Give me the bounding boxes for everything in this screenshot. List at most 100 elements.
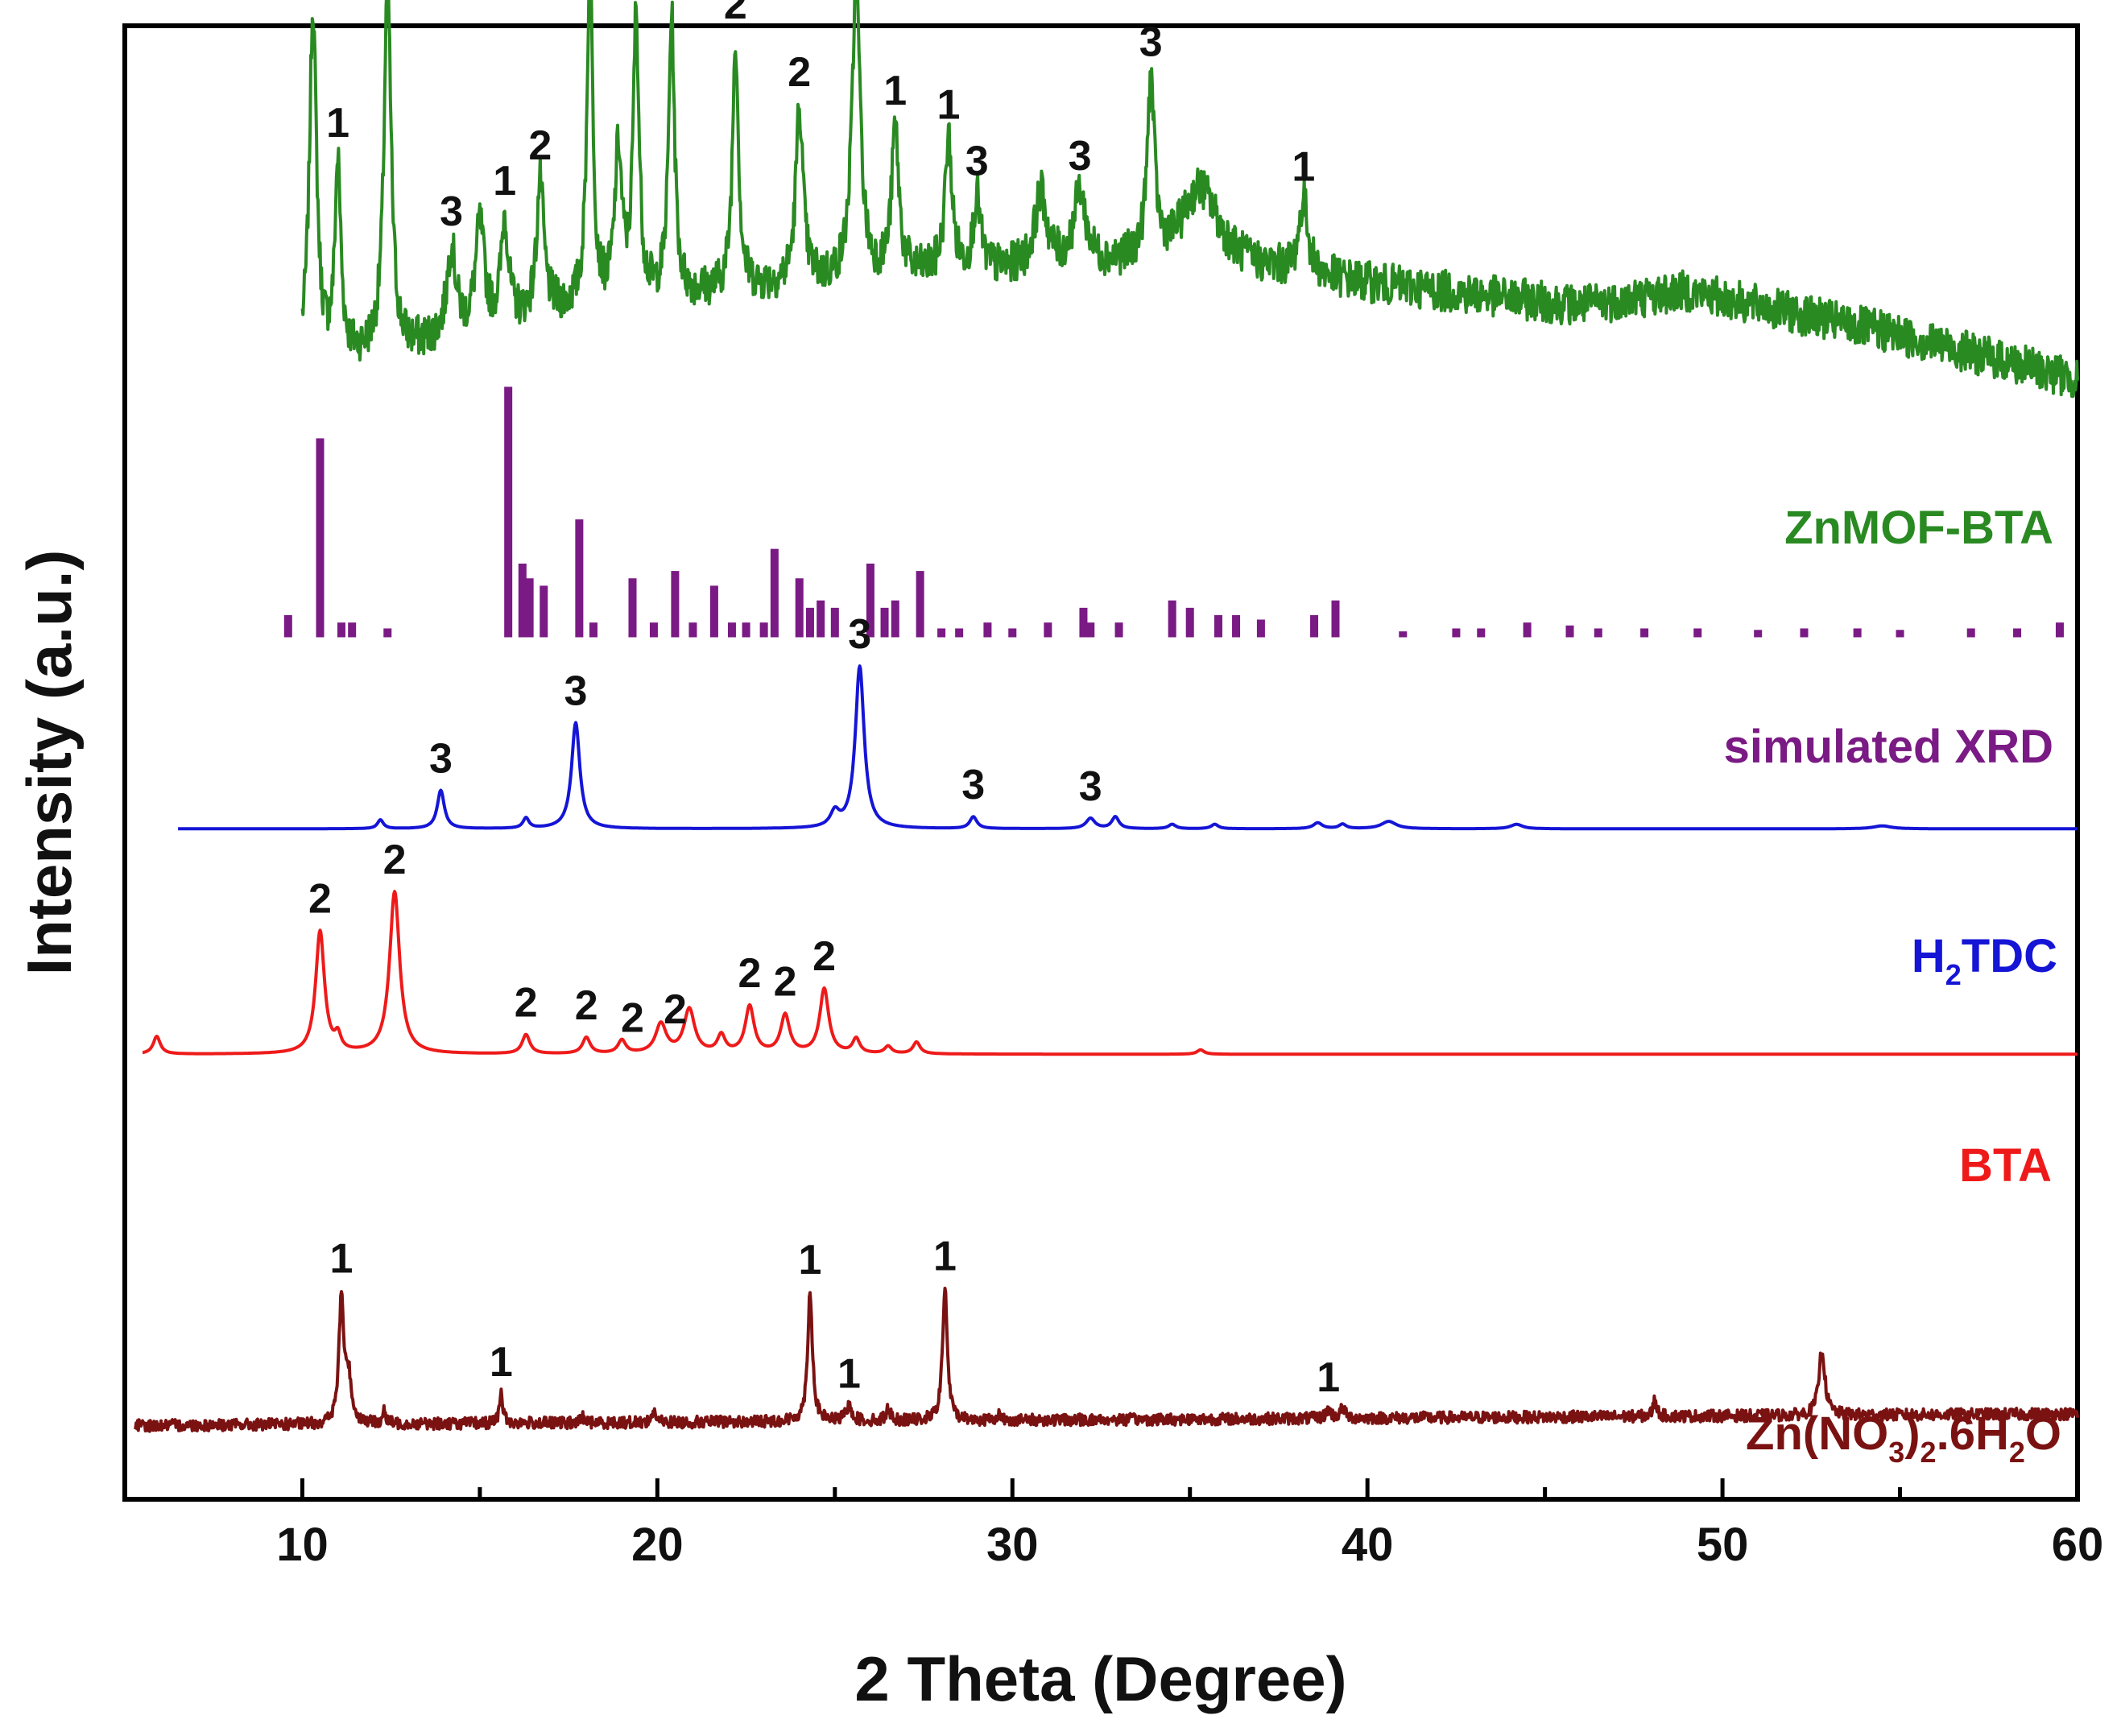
simulated-peak (1331, 600, 1340, 638)
peak-label: 1 (883, 68, 907, 114)
simulated-peak (688, 622, 697, 638)
peak-label: 2 (660, 0, 684, 4)
peak-label: 2 (788, 49, 811, 96)
simulated-peak (1693, 628, 1702, 638)
simulated-peak (1256, 619, 1265, 638)
peak-label: 2 (575, 982, 598, 1029)
simulated-peak (955, 628, 964, 638)
simulated-peak (383, 628, 392, 638)
simulated-peak (671, 571, 680, 638)
simulated-peak (575, 519, 584, 638)
simulated-peak (795, 578, 804, 638)
simulated-peak (1079, 607, 1088, 638)
series-zn-no3-2-6h2o (134, 1287, 2079, 1433)
simulated-peak (891, 600, 899, 638)
simulated-peak (759, 622, 768, 638)
peak-label: 1 (1292, 144, 1315, 191)
simulated-peak (1185, 607, 1194, 638)
series-simulated-xrd (283, 386, 2064, 638)
simulated-peak (742, 622, 750, 638)
simulated-peak (1008, 628, 1017, 638)
simulated-peak (337, 622, 345, 638)
x-tick-label-50: 50 (1697, 1519, 1749, 1571)
simulated-peak (1044, 622, 1052, 638)
x-tick-label-20: 20 (631, 1519, 684, 1571)
series-label-h2tdc: H2TDC (1912, 930, 2057, 991)
simulated-peak (540, 585, 548, 638)
peak-label: 2 (515, 980, 538, 1027)
peak-label: 3 (1069, 133, 1092, 180)
peak-label: 3 (1139, 19, 1163, 66)
peak-label: 2 (383, 837, 407, 883)
peak-label: 3 (1079, 763, 1102, 810)
series-label-zn-no3: Zn(NO3)2.6H2O (1746, 1407, 2061, 1469)
simulated-peak (649, 622, 658, 638)
simulated-peak (1896, 630, 1904, 638)
peak-label: 2 (308, 875, 332, 922)
peak-label: 1 (326, 100, 349, 147)
simulated-peak (1168, 600, 1176, 638)
peak-label: 2 (774, 958, 797, 1005)
simulated-peak (1310, 615, 1319, 638)
peak-label: 3 (965, 138, 989, 184)
series-znmof-bta (300, 0, 2079, 399)
simulated-peak (348, 622, 357, 638)
simulated-peak (866, 563, 874, 638)
peak-label: 3 (564, 668, 587, 714)
series-line-zn-no3-2-6h2o (134, 1287, 2079, 1433)
simulated-peak (983, 622, 992, 638)
simulated-peak (830, 607, 839, 638)
series-layer (134, 0, 2079, 1433)
simulated-peak (937, 628, 946, 638)
simulated-peak (1452, 628, 1461, 638)
series-label-bta: BTA (1959, 1139, 2052, 1192)
peak-label: 2 (621, 995, 644, 1042)
series-line-h2tdc (177, 664, 2079, 831)
series-label-znmof-bta: ZnMOF-BTA (1784, 502, 2053, 554)
series-h2tdc (177, 664, 2079, 831)
simulated-peak (628, 578, 637, 638)
peak-label: 1 (933, 1234, 957, 1280)
simulated-peak (709, 585, 718, 638)
simulated-peak (727, 622, 736, 638)
peak-label: 2 (812, 933, 836, 980)
peak-label: 3 (429, 735, 453, 782)
simulated-peak (1523, 622, 1532, 638)
series-line-znmof-bta (300, 0, 2079, 399)
simulated-peak (525, 578, 534, 638)
simulated-peak (880, 607, 889, 638)
peak-label: 1 (490, 1339, 513, 1386)
x-tick-label-10: 10 (276, 1519, 329, 1571)
peak-label: 1 (798, 1237, 821, 1283)
peak-label: 1 (493, 158, 516, 205)
peak-label: 1 (1317, 1354, 1340, 1401)
peak-label: 3 (961, 762, 985, 808)
simulated-peak (817, 600, 825, 638)
y-axis-title: Intensity (a.u.) (14, 550, 85, 976)
simulated-peak (1477, 628, 1486, 638)
peak-label: 3 (848, 611, 871, 658)
x-axis-ticks: 10 20 30 40 50 60 (122, 1478, 2104, 1571)
simulated-peak (518, 563, 527, 638)
simulated-peak (1399, 631, 1408, 638)
peak-label: 1 (329, 1235, 353, 1282)
simulated-peak (1565, 625, 1574, 638)
series-label-simulated-xrd: simulated XRD (1724, 721, 2053, 773)
series-line-bta (141, 890, 2079, 1056)
simulated-peak (1232, 615, 1241, 638)
simulated-peak (1086, 622, 1095, 638)
peak-label: 1 (837, 1351, 861, 1398)
simulated-peak (589, 622, 597, 638)
peak-label: 2 (528, 122, 552, 169)
x-tick-label-60: 60 (2052, 1519, 2104, 1571)
simulated-peak (1114, 622, 1123, 638)
simulated-peak (1800, 628, 1809, 638)
peak-labels: 21231232222311333133333222222222111111 (308, 0, 1340, 1401)
x-tick-label-40: 40 (1342, 1519, 1394, 1571)
simulated-peak (504, 386, 513, 638)
x-tick-label-30: 30 (986, 1519, 1039, 1571)
peak-label: 2 (664, 986, 687, 1033)
simulated-peak (1640, 628, 1649, 638)
simulated-peak (1214, 615, 1222, 638)
simulated-peak (916, 571, 924, 638)
